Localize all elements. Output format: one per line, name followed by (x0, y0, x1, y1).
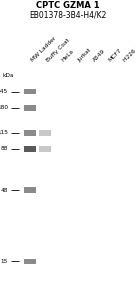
Text: 48: 48 (1, 188, 8, 193)
Text: HeLa: HeLa (61, 49, 75, 63)
Bar (24, 146, 36, 152)
Bar (24, 188, 36, 193)
Bar (24, 89, 36, 94)
Text: kDa: kDa (2, 73, 14, 78)
Text: 180: 180 (0, 105, 8, 110)
Text: Jurkat: Jurkat (76, 47, 92, 63)
Text: H226 (C5): H226 (C5) (123, 38, 135, 63)
Bar (24, 130, 36, 136)
Text: CPTC GZMA 1: CPTC GZMA 1 (36, 2, 99, 10)
Text: MCF7: MCF7 (107, 48, 122, 63)
Text: A549: A549 (92, 49, 106, 63)
Text: Buffy Coat: Buffy Coat (45, 38, 71, 63)
Text: 115: 115 (0, 130, 8, 135)
Text: 88: 88 (1, 146, 8, 152)
Text: 245: 245 (0, 89, 8, 94)
Text: 15: 15 (1, 259, 8, 264)
Bar (39, 146, 51, 152)
Text: MW Ladder: MW Ladder (30, 36, 57, 63)
Bar (39, 130, 51, 136)
Text: EB01378-3B4-H4/K2: EB01378-3B4-H4/K2 (29, 11, 106, 20)
Bar (24, 259, 36, 264)
Bar (24, 105, 36, 110)
